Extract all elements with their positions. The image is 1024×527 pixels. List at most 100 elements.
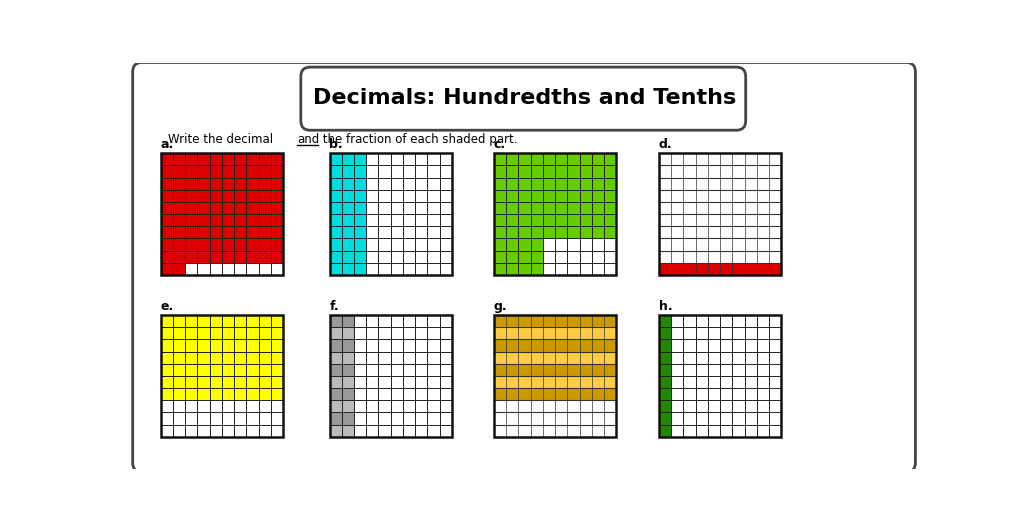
Bar (592, 190, 604, 202)
Bar (367, 178, 379, 190)
Bar (270, 352, 283, 364)
Bar (494, 190, 506, 202)
Bar (439, 226, 452, 239)
Bar (671, 327, 683, 339)
Bar (258, 178, 270, 190)
Bar (403, 178, 415, 190)
Bar (769, 376, 781, 388)
Text: g.: g. (494, 300, 508, 313)
Bar (391, 327, 403, 339)
Bar (354, 214, 367, 226)
Bar (683, 376, 695, 388)
Bar (330, 263, 342, 275)
Bar (246, 388, 258, 400)
Bar (342, 263, 354, 275)
Bar (592, 226, 604, 239)
Bar (210, 425, 222, 437)
Bar (567, 178, 580, 190)
Bar (732, 412, 744, 425)
Bar (222, 165, 234, 178)
Bar (732, 364, 744, 376)
Bar (185, 327, 198, 339)
Bar (683, 412, 695, 425)
Bar (354, 388, 367, 400)
Bar (222, 251, 234, 263)
Bar (173, 153, 185, 165)
Bar (210, 214, 222, 226)
Bar (210, 315, 222, 327)
Bar (367, 190, 379, 202)
Bar (757, 364, 769, 376)
Bar (695, 364, 708, 376)
Bar (173, 165, 185, 178)
Bar (567, 263, 580, 275)
Bar (222, 153, 234, 165)
Bar (592, 263, 604, 275)
Bar (427, 412, 439, 425)
Bar (234, 412, 246, 425)
Bar (769, 315, 781, 327)
Bar (270, 239, 283, 251)
Bar (161, 364, 173, 376)
Text: d.: d. (658, 138, 673, 151)
Bar (518, 263, 530, 275)
Bar (246, 239, 258, 251)
Bar (210, 153, 222, 165)
Bar (683, 339, 695, 352)
Bar (161, 239, 173, 251)
Bar (769, 339, 781, 352)
Bar (246, 153, 258, 165)
Bar (367, 226, 379, 239)
Bar (198, 251, 210, 263)
Bar (367, 214, 379, 226)
Text: Decimals: Hundredths and Tenths: Decimals: Hundredths and Tenths (313, 89, 736, 108)
Bar (403, 400, 415, 412)
Bar (354, 364, 367, 376)
Bar (403, 263, 415, 275)
Bar (234, 165, 246, 178)
Bar (683, 327, 695, 339)
Text: the fraction of each shaded part.: the fraction of each shaded part. (318, 133, 517, 146)
Bar (379, 327, 391, 339)
Bar (391, 214, 403, 226)
Bar (367, 153, 379, 165)
Bar (234, 202, 246, 214)
Bar (567, 251, 580, 263)
Bar (658, 263, 781, 275)
Bar (439, 214, 452, 226)
Bar (555, 239, 567, 251)
Bar (543, 178, 555, 190)
Bar (379, 251, 391, 263)
Bar (494, 339, 616, 352)
Bar (494, 364, 616, 376)
Bar (246, 165, 258, 178)
Bar (415, 190, 427, 202)
Bar (198, 263, 210, 275)
Bar (403, 202, 415, 214)
Bar (506, 251, 518, 263)
Bar (391, 165, 403, 178)
Bar (330, 400, 342, 412)
Bar (543, 251, 555, 263)
Bar (342, 388, 354, 400)
Bar (198, 315, 210, 327)
Bar (732, 376, 744, 388)
Bar (222, 315, 234, 327)
Bar (173, 352, 185, 364)
Bar (185, 202, 198, 214)
Bar (342, 202, 354, 214)
Bar (367, 364, 379, 376)
Bar (439, 388, 452, 400)
Bar (757, 352, 769, 364)
Bar (695, 376, 708, 388)
Bar (757, 315, 769, 327)
Bar (427, 153, 439, 165)
Bar (683, 425, 695, 437)
Bar (234, 239, 246, 251)
Bar (658, 190, 781, 202)
Bar (769, 400, 781, 412)
Bar (185, 364, 198, 376)
Bar (198, 425, 210, 437)
Bar (671, 339, 683, 352)
Bar (342, 425, 354, 437)
